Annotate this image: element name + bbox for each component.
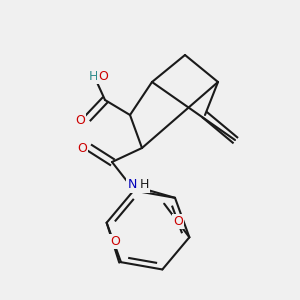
Text: N: N [127, 178, 137, 191]
Text: O: O [75, 113, 85, 127]
Text: O: O [98, 70, 108, 83]
Text: O: O [77, 142, 87, 154]
Text: H: H [139, 178, 149, 191]
Text: O: O [173, 215, 183, 228]
Text: H: H [88, 70, 98, 83]
Text: O: O [110, 235, 120, 248]
